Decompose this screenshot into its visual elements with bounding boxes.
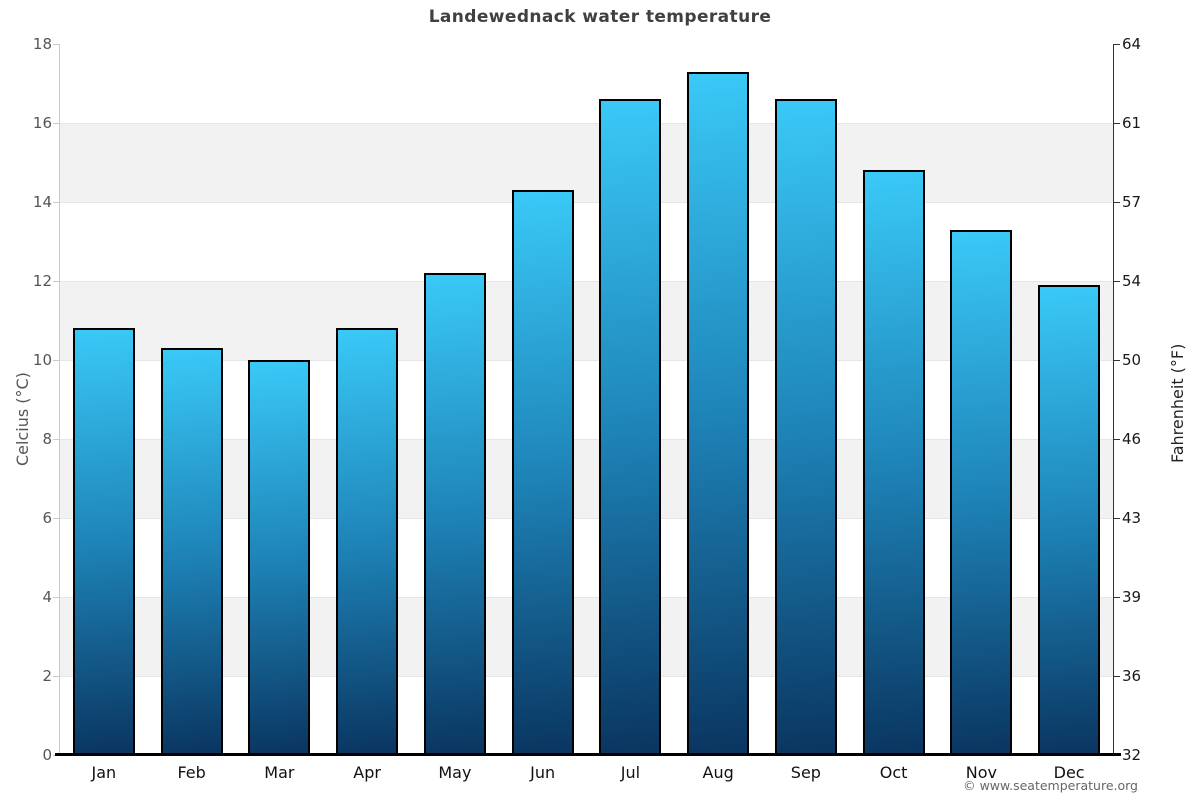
y-tick-celsius-18: 18 <box>32 35 52 53</box>
bar-jan <box>72 328 135 755</box>
x-tick-jan: Jan <box>91 763 117 782</box>
bar-jul <box>599 99 662 755</box>
y-tickmark-left <box>53 439 60 440</box>
y-tickmark-right <box>1113 281 1120 282</box>
chart-title: Landewednack water temperature <box>428 7 772 27</box>
y-axis-label-fahrenheit: Fahrenheit (°F) <box>1168 343 1187 463</box>
x-tick-oct: Oct <box>879 763 908 782</box>
y-tick-celsius-0: 0 <box>42 746 52 764</box>
y-tick-celsius-16: 16 <box>32 114 52 132</box>
plot-band <box>60 439 1113 518</box>
y-axis-line-left <box>59 44 60 755</box>
y-tickmark-left <box>53 597 60 598</box>
y-tickmark-left <box>53 123 60 124</box>
gridline <box>60 123 1113 124</box>
x-tick-apr: Apr <box>353 763 381 782</box>
y-tick-celsius-4: 4 <box>42 588 52 606</box>
y-tickmark-right <box>1113 123 1120 124</box>
y-axis-line-right <box>1113 44 1114 755</box>
y-axis-label-celsius: Celcius (°C) <box>13 372 32 466</box>
y-tick-fahrenheit-50: 50 <box>1122 351 1142 369</box>
y-tick-fahrenheit-43: 43 <box>1122 509 1142 527</box>
y-tickmark-right <box>1113 202 1120 203</box>
y-tick-fahrenheit-46: 46 <box>1122 430 1142 448</box>
gridline <box>60 360 1113 361</box>
y-tickmark-left <box>53 518 60 519</box>
y-tickmark-left <box>53 281 60 282</box>
x-tick-sep: Sep <box>790 763 821 782</box>
y-tickmark-left <box>53 202 60 203</box>
plot-band <box>60 518 1113 597</box>
y-tick-celsius-6: 6 <box>42 509 52 527</box>
y-tickmark-right <box>1113 439 1120 440</box>
bar-aug <box>687 71 750 755</box>
y-tickmark-right <box>1113 44 1120 45</box>
x-tick-nov: Nov <box>965 763 997 782</box>
x-tick-dec: Dec <box>1053 763 1085 782</box>
plot-band <box>60 597 1113 676</box>
plot-band <box>60 676 1113 755</box>
x-tick-feb: Feb <box>177 763 206 782</box>
bar-mar <box>248 360 311 755</box>
plot-band <box>60 44 1113 123</box>
y-tickmark-left <box>53 676 60 677</box>
x-axis-line-bottom <box>55 753 1121 756</box>
bar-may <box>423 273 486 755</box>
x-axis-month-labels: Jan Feb Mar Apr May Jun Jul Aug Sep Oct Nov Dec <box>60 763 1113 782</box>
gridline <box>60 281 1113 282</box>
gridline <box>60 676 1113 677</box>
bar-dec <box>1038 284 1101 755</box>
y-tick-celsius-8: 8 <box>42 430 52 448</box>
x-tick-aug: Aug <box>702 763 734 782</box>
gridline <box>60 202 1113 203</box>
y-tick-celsius-2: 2 <box>42 667 52 685</box>
plot-area <box>60 44 1113 755</box>
y-tickmark-right <box>1113 597 1120 598</box>
y-tickmark-left <box>53 360 60 361</box>
x-tick-may: May <box>438 763 472 782</box>
gridline <box>60 597 1113 598</box>
plot-band <box>60 123 1113 202</box>
plot-band <box>60 281 1113 360</box>
bar-jun <box>511 190 574 755</box>
bar-nov <box>950 229 1013 755</box>
y-tick-fahrenheit-57: 57 <box>1122 193 1142 211</box>
x-tick-mar: Mar <box>264 763 295 782</box>
x-tick-jul: Jul <box>620 763 641 782</box>
y-tickmark-left <box>53 44 60 45</box>
y-tickmark-right <box>1113 518 1120 519</box>
y-tick-celsius-14: 14 <box>32 193 52 211</box>
plot-band <box>60 202 1113 281</box>
watermark-copyright: © www.seatemperature.org <box>963 778 1138 793</box>
y-tick-celsius-10: 10 <box>32 351 52 369</box>
y-tickmark-right <box>1113 676 1120 677</box>
bar-feb <box>160 348 223 755</box>
x-tick-jun: Jun <box>530 763 556 782</box>
y-tick-fahrenheit-54: 54 <box>1122 272 1142 290</box>
y-tick-fahrenheit-64: 64 <box>1122 35 1142 53</box>
y-tick-celsius-12: 12 <box>32 272 52 290</box>
y-tick-fahrenheit-36: 36 <box>1122 667 1142 685</box>
bar-sep <box>774 99 837 755</box>
gridline <box>60 439 1113 440</box>
y-tick-fahrenheit-39: 39 <box>1122 588 1142 606</box>
y-tick-fahrenheit-32: 32 <box>1122 746 1142 764</box>
bar-apr <box>336 328 399 755</box>
plot-band <box>60 360 1113 439</box>
bar-oct <box>862 170 925 755</box>
y-tick-fahrenheit-61: 61 <box>1122 114 1142 132</box>
y-tickmark-right <box>1113 360 1120 361</box>
gridline <box>60 518 1113 519</box>
